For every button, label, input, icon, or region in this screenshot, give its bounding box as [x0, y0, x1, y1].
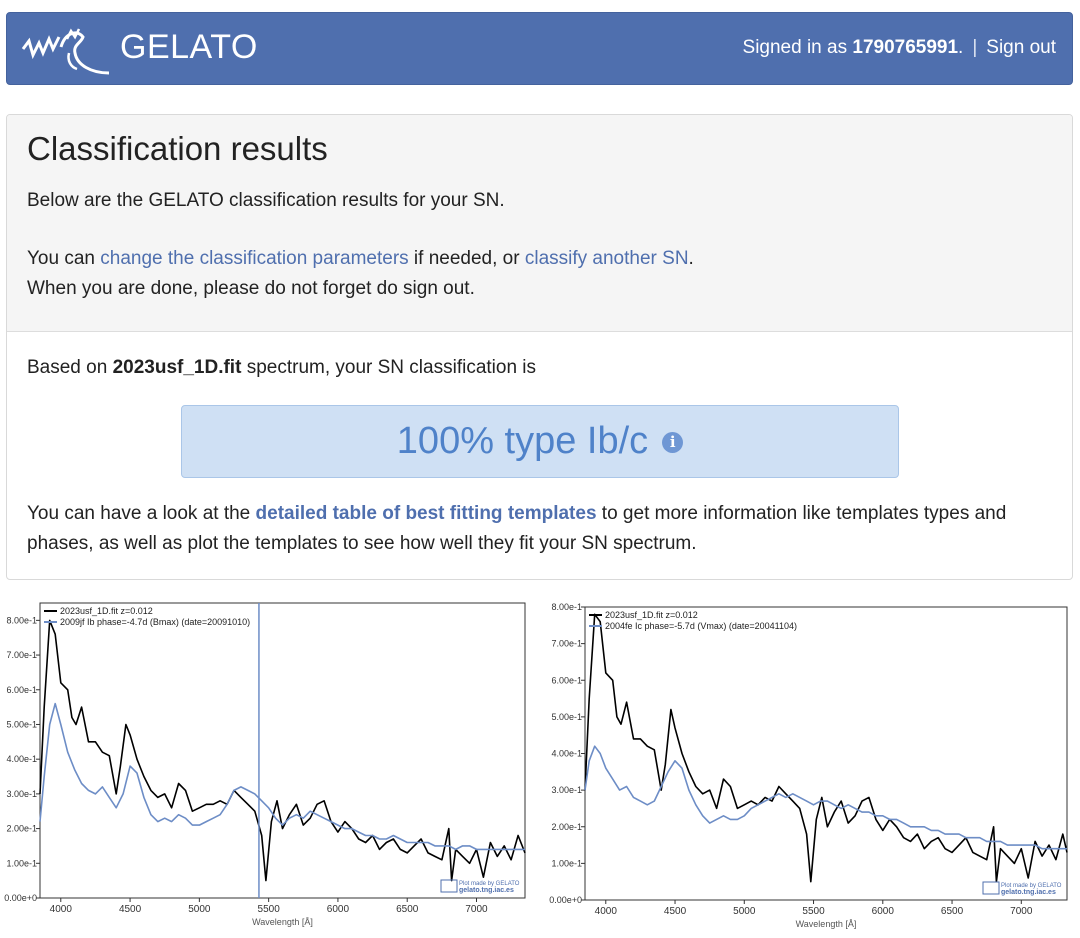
y-tick-label: 0.00e+0	[549, 895, 582, 905]
change-parameters-link[interactable]: change the classification parameters	[100, 248, 409, 269]
x-tick-label: 5000	[188, 904, 211, 915]
signed-in-prefix: Signed in as	[742, 37, 853, 58]
options-text-c: .	[688, 248, 694, 269]
classify-another-link[interactable]: classify another SN	[524, 248, 689, 269]
x-tick-label: 5500	[802, 906, 825, 917]
series-line-0	[39, 619, 526, 882]
based-on-suffix: spectrum, your SN classification is	[241, 357, 537, 378]
series-line-1	[584, 745, 1067, 850]
y-tick-label: 1.00e-1	[551, 858, 582, 868]
watermark-url: gelato.tng.iac.es	[1001, 889, 1056, 896]
x-tick-label: 5000	[733, 906, 756, 917]
y-tick-label: 7.00e-1	[6, 650, 37, 660]
y-tick-label: 5.00e-1	[551, 712, 582, 722]
x-tick-label: 4500	[664, 906, 687, 917]
watermark-text: Plot made by GELATO	[1001, 883, 1062, 889]
details-line2: phases, as well as plot the templates to…	[27, 533, 697, 554]
classification-result: 100% type Ib/c	[396, 420, 649, 462]
x-tick-label: 6500	[396, 904, 419, 915]
watermark-text: Plot made by GELATO	[459, 881, 520, 887]
x-tick-label: 4500	[119, 904, 142, 915]
series-line-0	[584, 613, 1068, 883]
plot-area	[39, 602, 526, 899]
info-icon[interactable]: i	[662, 432, 684, 453]
panel-heading: Classification results Below are the GEL…	[7, 115, 1072, 332]
y-tick-label: 3.00e-1	[6, 789, 37, 799]
options-text: You can change the classification parame…	[27, 248, 694, 270]
spectrum-plot-1-svg: 0.00e+0 1.00e-1 2.00e-1 3.00e-1 4.00e-1 5.00e…	[4, 602, 526, 927]
x-tick-label: 6500	[941, 906, 964, 917]
intro-text: Below are the GELATO classification resu…	[27, 190, 505, 211]
signout-reminder: When you are done, please do not forget …	[27, 278, 475, 299]
classification-result-box: 100% type Ib/c i	[181, 405, 899, 478]
spectrum-plot-2-svg: 0.00e+0 1.00e-1 2.00e-1 3.00e-1 4.00e-1 5.00e…	[549, 602, 1068, 929]
y-tick-label: 0.00e+0	[4, 893, 37, 903]
legend-entry: 2004fe Ic phase=-5.7d (Vmax) (date=20041…	[605, 621, 797, 631]
y-tick-label: 6.00e-1	[6, 685, 37, 695]
spectrum-filename: 2023usf_1D.fit	[112, 357, 242, 378]
watermark-logo-icon	[982, 881, 1000, 895]
gelato-logo-icon[interactable]	[21, 19, 117, 81]
page-title: Classification results	[27, 130, 328, 167]
y-tick-label: 6.00e-1	[551, 675, 582, 685]
x-tick-label: 4000	[595, 906, 618, 917]
x-tick-label: 5500	[258, 904, 281, 915]
user-id: 1790765991	[852, 37, 959, 58]
x-tick-label: 4000	[50, 904, 73, 915]
series-line-1	[39, 702, 525, 851]
details-text: You can have a look at the detailed tabl…	[27, 503, 1006, 525]
y-tick-label: 1.00e-1	[6, 858, 37, 868]
watermark-logo-icon	[440, 879, 458, 893]
navbar: GELATO Signed in as 1790765991. | Sign out	[6, 12, 1073, 85]
y-tick-label: 4.00e-1	[551, 749, 582, 759]
y-tick-label: 5.00e-1	[6, 719, 37, 729]
y-tick-label: 2.00e-1	[551, 822, 582, 832]
options-text-b: if needed, or	[408, 248, 525, 269]
x-tick-label: 6000	[327, 904, 350, 915]
y-tick-label: 7.00e-1	[551, 639, 582, 649]
spectrum-plot-2[interactable]: 0.00e+0 1.00e-1 2.00e-1 3.00e-1 4.00e-1 5.00e…	[545, 597, 1075, 938]
spectrum-plot-1[interactable]: 0.00e+0 1.00e-1 2.00e-1 3.00e-1 4.00e-1 5.00e…	[0, 597, 530, 938]
x-axis-label: Wavelength [Å]	[252, 917, 313, 927]
user-nav: Signed in as 1790765991. | Sign out	[743, 37, 1056, 59]
based-on-text: Based on 2023usf_1D.fit spectrum, your S…	[27, 357, 536, 379]
details-suffix: to get more information like templates t…	[596, 503, 1007, 524]
x-axis-label: Wavelength [Å]	[796, 919, 857, 929]
legend-entry: 2009jf Ib phase=-4.7d (Bmax) (date=20091…	[60, 617, 250, 627]
y-tick-label: 3.00e-1	[551, 785, 582, 795]
y-tick-label: 8.00e-1	[551, 602, 582, 612]
classification-panel: Classification results Below are the GEL…	[6, 114, 1073, 580]
brand-title[interactable]: GELATO	[120, 28, 258, 66]
x-tick-label: 7000	[465, 904, 488, 915]
detailed-table-link[interactable]: detailed table of best fitting templates	[255, 503, 597, 524]
x-tick-label: 7000	[1010, 906, 1033, 917]
based-on-prefix: Based on	[27, 357, 113, 378]
x-tick-label: 6000	[872, 906, 895, 917]
options-text-a: You can	[27, 248, 101, 269]
sign-out-link[interactable]: Sign out	[986, 37, 1056, 58]
plot-area	[584, 606, 1068, 901]
legend-entry: 2023usf_1D.fit z=0.012	[60, 606, 153, 616]
user-id-period: .	[958, 37, 964, 58]
watermark-url: gelato.tng.iac.es	[459, 887, 514, 894]
y-tick-label: 4.00e-1	[6, 754, 37, 764]
details-prefix: You can have a look at the	[27, 503, 256, 524]
y-tick-label: 2.00e-1	[6, 824, 37, 834]
nav-separator: |	[972, 37, 978, 58]
legend-entry: 2023usf_1D.fit z=0.012	[605, 610, 698, 620]
y-tick-label: 8.00e-1	[6, 615, 37, 625]
